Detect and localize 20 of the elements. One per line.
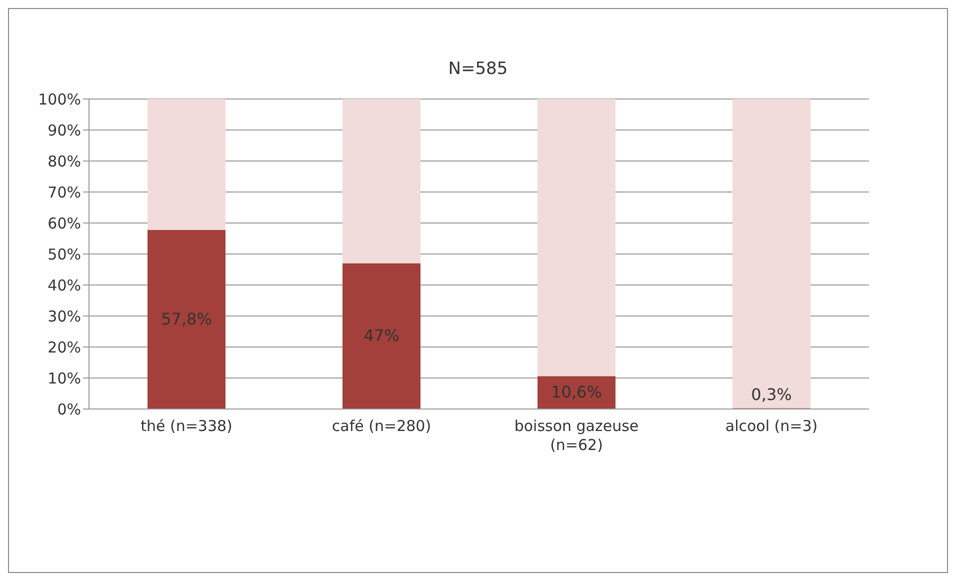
data-label: 47% bbox=[364, 326, 400, 346]
chart-title: N=585 bbox=[447, 59, 509, 79]
y-tick-label: 30% bbox=[48, 307, 81, 326]
data-label: 0,3% bbox=[751, 385, 792, 404]
y-tick-label: 100% bbox=[38, 90, 81, 108]
y-tick-label: 10% bbox=[48, 369, 81, 388]
x-tick-label: café (n=280) bbox=[332, 417, 432, 435]
data-label: 10,6% bbox=[551, 382, 602, 402]
y-tick-label: 0% bbox=[57, 400, 81, 418]
y-tick-label: 40% bbox=[48, 276, 81, 294]
x-tick-label: alcool (n=3) bbox=[725, 417, 818, 435]
y-tick-label: 60% bbox=[48, 214, 81, 232]
x-tick-label: thé (n=338) bbox=[140, 417, 232, 435]
y-tick-label: 20% bbox=[48, 338, 81, 356]
y-tick-label: 50% bbox=[48, 245, 81, 264]
x-tick-label: boisson gazeuse (n=62) bbox=[514, 417, 639, 454]
y-tick-label: 90% bbox=[48, 121, 81, 140]
data-label: 57,8% bbox=[161, 309, 212, 328]
y-tick-label: 80% bbox=[48, 152, 81, 170]
y-tick-label: 70% bbox=[48, 183, 81, 202]
